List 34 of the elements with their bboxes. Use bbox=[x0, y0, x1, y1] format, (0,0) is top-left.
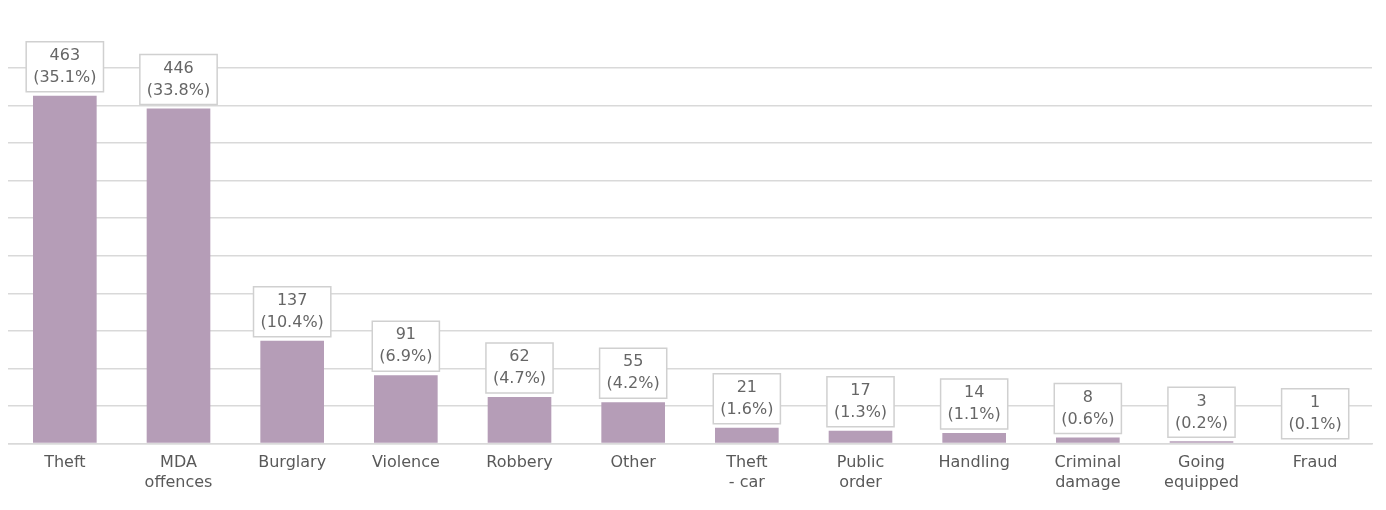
bar bbox=[715, 427, 779, 443]
bar bbox=[601, 402, 665, 443]
x-tick-label: Burglary bbox=[258, 452, 327, 472]
data-label: 8 (0.6%) bbox=[1061, 386, 1115, 428]
x-tick-label: Criminal damage bbox=[1054, 452, 1122, 491]
data-label: 91 (6.9%) bbox=[379, 324, 433, 366]
data-label: 463 (35.1%) bbox=[33, 44, 97, 86]
bar bbox=[260, 340, 324, 443]
bar bbox=[1056, 437, 1120, 443]
bar bbox=[942, 433, 1006, 443]
bar bbox=[828, 430, 893, 443]
x-tick-label: Robbery bbox=[486, 452, 553, 472]
x-tick-label: Going equipped bbox=[1164, 452, 1239, 491]
x-tick-label: Fraud bbox=[1292, 452, 1338, 472]
x-tick-label: Theft - car bbox=[725, 452, 768, 491]
data-label: 14 (1.1%) bbox=[947, 382, 1001, 424]
x-tick-label: Public order bbox=[836, 452, 885, 491]
bar bbox=[146, 108, 211, 443]
bar bbox=[374, 375, 438, 443]
data-label: 55 (4.2%) bbox=[606, 351, 660, 393]
x-tick-label: Theft bbox=[43, 452, 86, 472]
data-label: 446 (33.8%) bbox=[146, 57, 211, 99]
data-label: 3 (0.2%) bbox=[1174, 390, 1229, 432]
data-label: 1 (0.1%) bbox=[1288, 392, 1342, 434]
data-label: 137 (10.4%) bbox=[260, 289, 324, 331]
x-tick-label: Violence bbox=[371, 452, 440, 472]
data-label: 17 (1.3%) bbox=[833, 379, 888, 421]
data-label: 62 (4.7%) bbox=[492, 346, 547, 388]
bar bbox=[33, 95, 97, 443]
x-tick-label: MDA offences bbox=[144, 452, 213, 491]
x-tick-label: Other bbox=[610, 452, 657, 472]
x-tick-label: Handling bbox=[938, 452, 1010, 472]
bar bbox=[487, 397, 552, 443]
data-label: 21 (1.6%) bbox=[720, 376, 774, 418]
